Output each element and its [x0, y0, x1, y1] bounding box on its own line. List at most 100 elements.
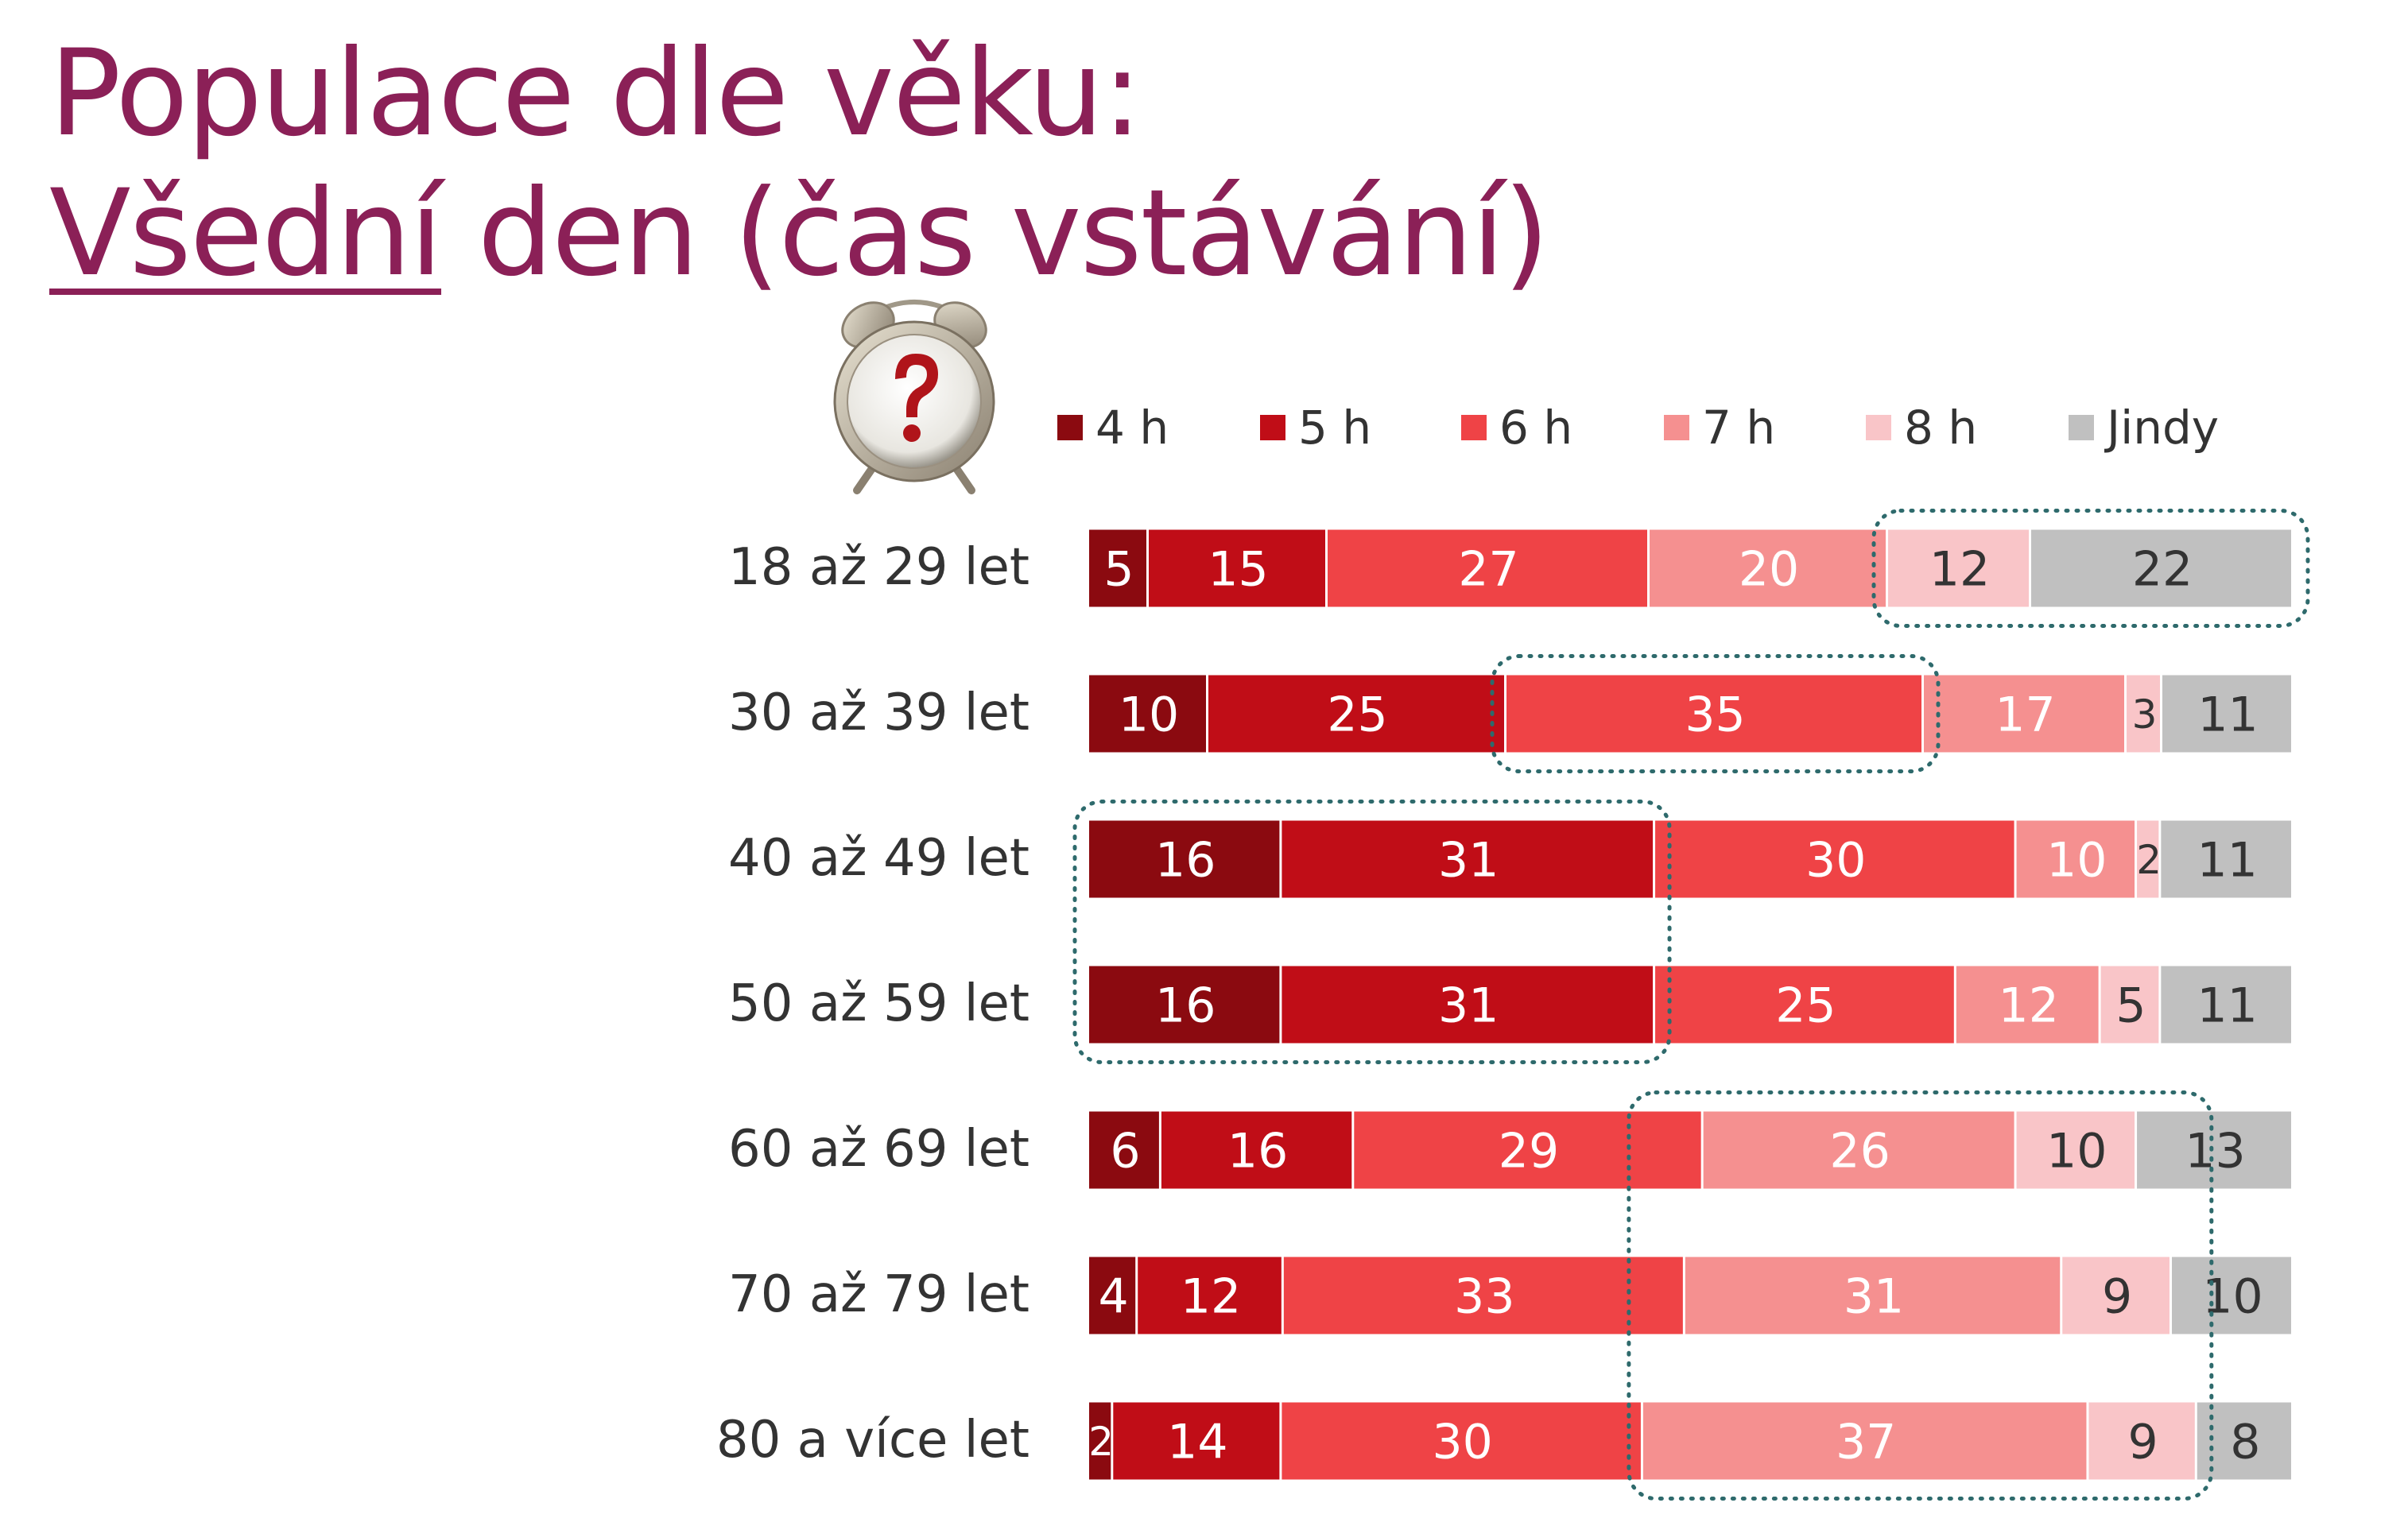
bar-segment-60-az-69-let-5-h — [1161, 1111, 1352, 1189]
title-line-2-rest: den (čas vstávání) — [441, 165, 1550, 303]
data-label-60-az-69-let-jindy: 13 — [2185, 1124, 2245, 1179]
bar-segment-60-az-69-let-4-h — [1089, 1111, 1159, 1189]
bar-segment-70-az-79-let-7-h — [1685, 1257, 2061, 1334]
bar-segment-50-az-59-let-8-h — [2100, 966, 2159, 1044]
data-label-40-az-49-let-8-h: 2 — [2136, 837, 2162, 883]
data-label-50-az-59-let-6-h: 25 — [1775, 978, 1836, 1034]
data-label-30-az-39-let-6-h: 35 — [1685, 687, 1745, 743]
data-label-50-az-59-let-jindy: 11 — [2197, 978, 2257, 1034]
bar-segment-80-a-vice-let-4-h — [1089, 1402, 1111, 1480]
title-underlined-word: Všední — [49, 165, 443, 303]
data-label-18-az-29-let-6-h: 27 — [1458, 542, 1518, 598]
data-label-80-a-vice-let-7-h: 37 — [1836, 1415, 1896, 1470]
category-label-60-az-69-let: 60 až 69 let — [728, 1120, 1030, 1179]
data-label-30-az-39-let-4-h: 10 — [1119, 687, 1179, 743]
bar-segment-80-a-vice-let-8-h — [2088, 1402, 2195, 1480]
bar-segment-60-az-69-let-jindy — [2137, 1111, 2291, 1189]
bar-segment-70-az-79-let-jindy — [2171, 1257, 2291, 1334]
data-label-30-az-39-let-7-h: 17 — [1995, 687, 2055, 743]
legend-swatch-6-h — [1461, 415, 1487, 440]
legend-swatch-4-h — [1057, 415, 1083, 440]
bar-segment-18-az-29-let-6-h — [1328, 529, 1647, 607]
data-label-80-a-vice-let-4-h: 2 — [1088, 1419, 1114, 1465]
bar-segment-30-az-39-let-4-h — [1089, 675, 1206, 753]
data-label-18-az-29-let-jindy: 22 — [2132, 542, 2193, 598]
bar-segment-60-az-69-let-6-h — [1354, 1111, 1701, 1189]
bar-segment-80-a-vice-let-5-h — [1113, 1402, 1280, 1480]
bar-segment-40-az-49-let-5-h — [1282, 820, 1654, 898]
bar-segment-60-az-69-let-7-h — [1703, 1111, 2014, 1189]
category-label-70-az-79-let: 70 až 79 let — [728, 1265, 1030, 1324]
category-label-18-az-29-let: 18 až 29 let — [728, 538, 1030, 597]
data-label-50-az-59-let-7-h: 12 — [1999, 978, 2059, 1034]
data-label-60-az-69-let-7-h: 26 — [1829, 1124, 1890, 1179]
bar-segment-50-az-59-let-jindy — [2161, 966, 2291, 1044]
category-label-30-az-39-let: 30 až 39 let — [728, 684, 1030, 742]
highlight-box-3 — [1072, 800, 1672, 1064]
data-label-70-az-79-let-4-h: 4 — [1099, 1269, 1129, 1325]
data-label-70-az-79-let-5-h: 12 — [1181, 1269, 1241, 1325]
data-label-18-az-29-let-8-h: 12 — [1929, 542, 1990, 598]
bar-segment-50-az-59-let-5-h — [1282, 966, 1654, 1044]
legend-label-jindy: Jindy — [2104, 401, 2219, 455]
bar-segment-70-az-79-let-8-h — [2062, 1257, 2170, 1334]
data-label-50-az-59-let-8-h: 5 — [2115, 978, 2146, 1034]
bar-segment-18-az-29-let-5-h — [1149, 529, 1325, 607]
bar-segment-40-az-49-let-jindy — [2161, 820, 2291, 898]
data-label-40-az-49-let-6-h: 30 — [1805, 833, 1866, 889]
bar-segment-30-az-39-let-7-h — [1924, 675, 2124, 753]
highlight-box-1 — [1871, 509, 2310, 628]
bar-segment-40-az-49-let-8-h — [2137, 820, 2159, 898]
alarm-clock-question-icon — [833, 300, 995, 494]
bar-segment-30-az-39-let-6-h — [1506, 675, 1921, 753]
data-label-40-az-49-let-5-h: 31 — [1438, 833, 1499, 889]
bar-segment-70-az-79-let-6-h — [1283, 1257, 1683, 1334]
bar-segment-60-az-69-let-8-h — [2016, 1111, 2135, 1189]
title-line-1: Populace dle věku: — [49, 25, 1142, 163]
title-line-2: Všední den (čas vstávání) — [49, 164, 1550, 304]
legend-label-4-h: 4 h — [1095, 401, 1169, 455]
data-label-80-a-vice-let-6-h: 30 — [1432, 1415, 1492, 1470]
legend-label-6-h: 6 h — [1499, 401, 1572, 455]
data-label-70-az-79-let-7-h: 31 — [1844, 1269, 1904, 1325]
data-label-30-az-39-let-5-h: 25 — [1327, 687, 1387, 743]
legend-label-8-h: 8 h — [1904, 401, 1977, 455]
data-label-60-az-69-let-8-h: 10 — [2046, 1124, 2107, 1179]
legend-swatch-jindy — [2069, 415, 2094, 440]
data-label-40-az-49-let-4-h: 16 — [1155, 833, 1216, 889]
bar-segment-50-az-59-let-6-h — [1655, 966, 1954, 1044]
data-label-60-az-69-let-6-h: 29 — [1499, 1124, 1559, 1179]
category-label-40-az-49-let: 40 až 49 let — [728, 829, 1030, 888]
bar-segment-80-a-vice-let-6-h — [1282, 1402, 1641, 1480]
bar-segment-18-az-29-let-7-h — [1650, 529, 1886, 607]
data-label-50-az-59-let-4-h: 16 — [1155, 978, 1216, 1034]
data-label-18-az-29-let-4-h: 5 — [1103, 542, 1134, 598]
data-label-50-az-59-let-5-h: 31 — [1438, 978, 1499, 1034]
bar-segment-30-az-39-let-jindy — [2162, 675, 2291, 753]
data-label-80-a-vice-let-5-h: 14 — [1167, 1415, 1227, 1470]
highlight-box-2 — [1490, 654, 1941, 773]
bar-segment-40-az-49-let-4-h — [1089, 820, 1280, 898]
data-label-80-a-vice-let-8-h: 9 — [2128, 1415, 2158, 1470]
data-label-60-az-69-let-5-h: 16 — [1227, 1124, 1288, 1179]
bar-segment-18-az-29-let-jindy — [2031, 529, 2291, 607]
data-label-70-az-79-let-6-h: 33 — [1454, 1269, 1514, 1325]
legend-label-7-h: 7 h — [1702, 401, 1775, 455]
legend-swatch-8-h — [1866, 415, 1891, 440]
legend-label-5-h: 5 h — [1298, 401, 1371, 455]
bar-segment-80-a-vice-let-7-h — [1642, 1402, 2087, 1480]
legend-swatch-5-h — [1260, 415, 1285, 440]
data-label-30-az-39-let-jindy: 11 — [2197, 687, 2258, 743]
data-label-18-az-29-let-7-h: 20 — [1739, 542, 1799, 598]
bar-segment-70-az-79-let-4-h — [1089, 1257, 1136, 1334]
data-label-40-az-49-let-7-h: 10 — [2046, 833, 2107, 889]
bar-segment-30-az-39-let-5-h — [1208, 675, 1504, 753]
data-label-60-az-69-let-4-h: 6 — [1110, 1124, 1140, 1179]
data-label-30-az-39-let-8-h: 3 — [2132, 691, 2158, 738]
bar-segment-40-az-49-let-7-h — [2016, 820, 2135, 898]
page-title: Populace dle věku: Všední den (čas vstáv… — [49, 24, 1550, 304]
data-label-70-az-79-let-8-h: 9 — [2102, 1269, 2132, 1325]
category-label-50-az-59-let: 50 až 59 let — [728, 974, 1030, 1033]
bar-segment-18-az-29-let-4-h — [1089, 529, 1146, 607]
